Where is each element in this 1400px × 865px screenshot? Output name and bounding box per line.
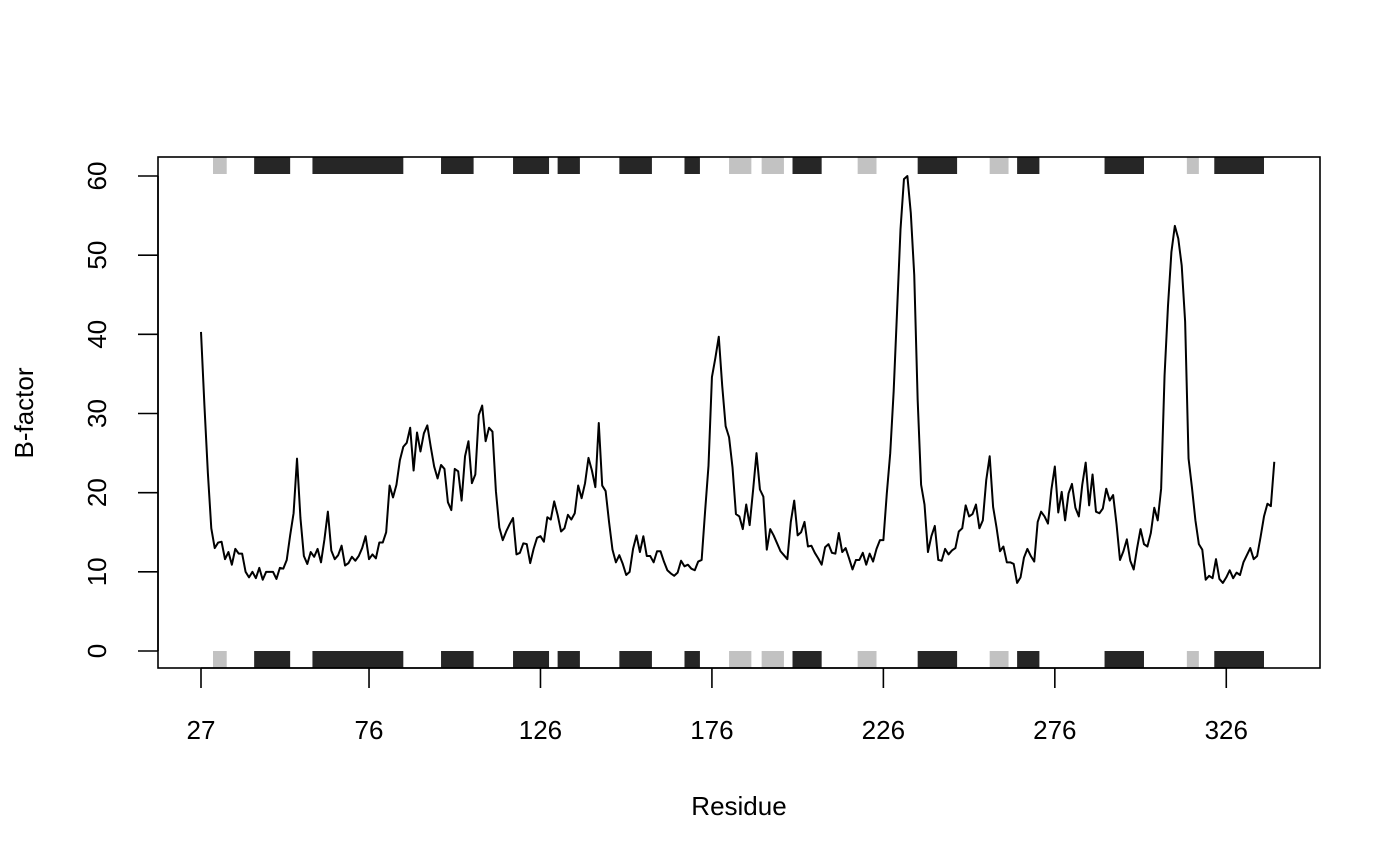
ss-bottom-helix-block-10: [792, 651, 822, 668]
y-axis: 0 10 20 30 40 50 60: [82, 162, 159, 658]
ss-bottom-helix-block-15: [1104, 651, 1144, 668]
ss-bottom-strand-block-11: [857, 651, 877, 668]
y-tick-label: 10: [82, 557, 112, 586]
ss-bottom-helix-block-6: [619, 651, 652, 668]
ss-bottom-strand-block-13: [989, 651, 1009, 668]
ss-top-strand-block-0: [213, 157, 227, 174]
ss-top-helix-block-1: [254, 157, 291, 174]
ss-bottom-strand-block-8: [729, 651, 752, 668]
ss-top-helix-block-3: [441, 157, 474, 174]
ss-top-helix-block-17: [1214, 157, 1264, 174]
ss-top-strand-block-8: [729, 157, 752, 174]
ss-top-helix-block-7: [684, 157, 700, 174]
ss-bottom-helix-block-17: [1214, 651, 1264, 668]
secondary-structure-bottom-track: [213, 651, 1264, 668]
ss-bottom-strand-block-9: [761, 651, 784, 668]
ss-top-strand-block-11: [857, 157, 877, 174]
y-tick-label: 40: [82, 320, 112, 349]
y-tick-label: 60: [82, 162, 112, 191]
x-tick-label: 76: [355, 715, 384, 745]
b-factor-series-line: [200, 175, 1276, 584]
x-tick-label: 27: [187, 715, 216, 745]
ss-bottom-helix-block-2: [312, 651, 404, 668]
ss-bottom-strand-block-16: [1186, 651, 1199, 668]
ss-bottom-helix-block-14: [1017, 651, 1040, 668]
ss-bottom-helix-block-4: [513, 651, 550, 668]
plot-frame: [157, 156, 1321, 669]
x-axis-title: Residue: [691, 791, 786, 821]
ss-top-helix-block-6: [619, 157, 652, 174]
y-tick-label: 20: [82, 478, 112, 507]
ss-top-helix-block-12: [917, 157, 958, 174]
ss-bottom-helix-block-1: [254, 651, 291, 668]
ss-top-strand-block-16: [1186, 157, 1199, 174]
x-tick-label: 226: [862, 715, 905, 745]
ss-top-helix-block-5: [557, 157, 580, 174]
ss-top-helix-block-14: [1017, 157, 1040, 174]
ss-top-helix-block-10: [792, 157, 822, 174]
ss-top-strand-block-13: [989, 157, 1009, 174]
y-tick-label: 0: [82, 644, 112, 658]
ss-bottom-helix-block-7: [684, 651, 700, 668]
x-tick-label: 126: [519, 715, 562, 745]
ss-top-helix-block-2: [312, 157, 404, 174]
y-tick-label: 30: [82, 399, 112, 428]
x-tick-label: 176: [690, 715, 733, 745]
ss-bottom-helix-block-3: [441, 651, 474, 668]
x-tick-label: 276: [1033, 715, 1076, 745]
y-axis-title: B-factor: [9, 367, 39, 458]
y-tick-label: 50: [82, 241, 112, 270]
ss-top-helix-block-4: [513, 157, 550, 174]
x-tick-label: 326: [1205, 715, 1248, 745]
ss-bottom-helix-block-5: [557, 651, 580, 668]
ss-bottom-helix-block-12: [917, 651, 958, 668]
ss-top-strand-block-9: [761, 157, 784, 174]
secondary-structure-top-track: [213, 157, 1264, 174]
ss-bottom-strand-block-0: [213, 651, 227, 668]
ss-top-helix-block-15: [1104, 157, 1144, 174]
x-axis: 27 76 126 176 226 276 326: [187, 667, 1248, 745]
